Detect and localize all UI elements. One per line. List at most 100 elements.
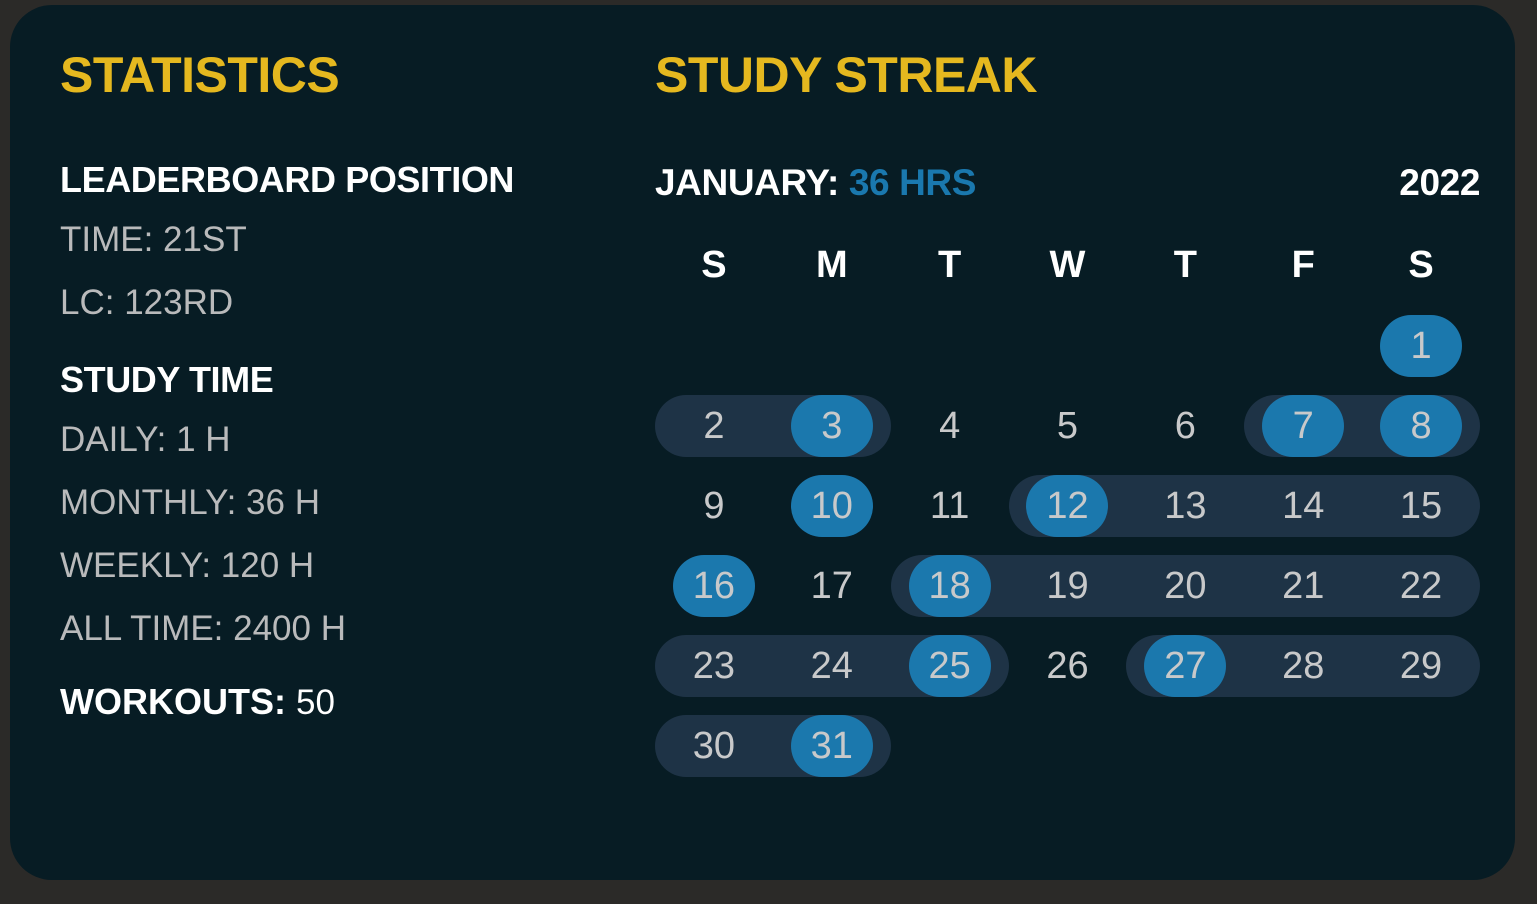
active-day-pill [1026,475,1109,537]
active-day-pill [908,555,991,617]
active-day-pill [1380,315,1463,377]
weekday-saturday: S [1408,244,1434,286]
day-number: 31 [810,725,853,767]
day-number: 19 [1046,565,1089,607]
weekday-monday: M [815,244,848,286]
active-day-pill [1262,395,1345,457]
active-day-pill [1380,395,1463,457]
weekday-tuesday: T [938,244,962,286]
calendar-day-cell[interactable]: 7 [1244,386,1362,466]
calendar-day-cell[interactable]: 20 [1126,546,1244,626]
leaderboard-lc-rank: LC: 123RD [60,283,234,322]
active-day-pill [790,715,873,777]
calendar-day-cell[interactable]: 23 [655,626,773,706]
study-time-monthly: MONTHLY: 36 H [60,483,320,522]
calendar-day-cell[interactable]: 28 [1244,626,1362,706]
calendar-grid[interactable]: 1 2 3 4 5 6 7 8 9 10 11 12 13 14 15 16 17 18 19 20 21 22 23 24 2… [655,306,1480,786]
calendar-day-cell[interactable]: 21 [1244,546,1362,626]
day-number: 3 [821,405,843,447]
active-day-pill [790,395,873,457]
calendar-day-cell[interactable]: 22 [1362,546,1480,626]
calendar-cell-empty [891,306,1009,386]
month-hours: 36 HRS [848,162,977,203]
calendar-day-cell[interactable]: 12 [1009,466,1127,546]
day-number: 26 [1046,645,1089,687]
workouts-value: 50 [295,683,335,722]
calendar-cell-empty [1009,706,1127,786]
calendar-day-cell[interactable]: 15 [1362,466,1480,546]
calendar-day-cell[interactable]: 31 [773,706,891,786]
year-label: 2022 [1399,162,1480,203]
day-number: 17 [810,565,853,607]
day-number: 4 [939,405,961,447]
statistics-panel: STATISTICS LEADERBOARD POSITION TIME: 21… [60,50,620,720]
calendar-day-cell[interactable]: 24 [773,626,891,706]
day-number: 23 [692,645,736,687]
calendar-cell-empty [1009,306,1127,386]
calendar-cell-empty [773,306,891,386]
day-number: 7 [1292,405,1314,447]
weekday-friday: F [1291,244,1315,286]
calendar-day-cell[interactable]: 25 [891,626,1009,706]
calendar-day-cell[interactable]: 5 [1009,386,1127,466]
day-number: 14 [1282,485,1325,527]
month-name: JANUARY: [655,162,839,203]
month-summary: JANUARY: 36 HRS [655,162,976,204]
study-streak-title: STUDY STREAK [655,47,1038,103]
calendar-day-cell[interactable]: 9 [655,466,773,546]
day-number: 24 [810,645,853,687]
calendar-day-cell[interactable]: 1 [1362,306,1480,386]
calendar-cell-empty [1362,706,1480,786]
weekday-header: S M T W T F S [655,246,1480,284]
active-day-pill [908,635,991,697]
calendar-day-cell[interactable]: 17 [773,546,891,626]
calendar-cell-empty [1244,706,1362,786]
active-day-pill [790,475,873,537]
day-number: 2 [703,405,725,447]
calendar-day-cell[interactable]: 27 [1126,626,1244,706]
day-number: 22 [1399,565,1443,607]
weekday-wednesday: W [1049,244,1086,286]
statistics-title: STATISTICS [60,47,340,103]
active-day-pill [672,555,755,617]
day-number: 27 [1164,645,1207,687]
day-number: 13 [1164,485,1207,527]
calendar-day-cell[interactable]: 30 [655,706,773,786]
day-number: 12 [1046,485,1089,527]
day-number: 10 [810,485,853,527]
day-number: 5 [1056,405,1079,447]
calendar-cell-empty [1244,306,1362,386]
calendar-day-cell[interactable]: 2 [655,386,773,466]
weekday-thursday: T [1173,244,1197,286]
calendar-day-cell[interactable]: 13 [1126,466,1244,546]
calendar-cell-empty [891,706,1009,786]
study-time-daily: DAILY: 1 H [60,420,231,459]
calendar-cell-empty [1126,306,1244,386]
day-number: 28 [1282,645,1325,687]
active-day-pill [1144,635,1227,697]
calendar-day-cell[interactable]: 11 [891,466,1009,546]
day-number: 30 [692,725,736,767]
day-number: 21 [1282,565,1325,607]
study-streak-panel: STUDY STREAK JANUARY: 36 HRS 2022 S M T W… [655,50,1480,786]
calendar-day-cell[interactable]: 14 [1244,466,1362,546]
calendar-day-cell[interactable]: 3 [773,386,891,466]
workouts-row: WORKOUTS: 50 [60,683,620,722]
day-number: 25 [928,645,971,687]
leaderboard-time-rank: TIME: 21ST [60,220,247,259]
study-time-heading: STUDY TIME [60,359,274,400]
calendar-day-cell[interactable]: 26 [1009,626,1127,706]
day-number: 11 [929,485,970,527]
calendar-day-cell[interactable]: 29 [1362,626,1480,706]
calendar-day-cell[interactable]: 8 [1362,386,1480,466]
calendar-day-cell[interactable]: 4 [891,386,1009,466]
calendar-day-cell[interactable]: 10 [773,466,891,546]
day-number: 20 [1164,565,1207,607]
calendar-day-cell[interactable]: 19 [1009,546,1127,626]
calendar-day-cell[interactable]: 16 [655,546,773,626]
calendar-day-cell[interactable]: 18 [891,546,1009,626]
day-number: 16 [692,565,736,607]
leaderboard-position-heading: LEADERBOARD POSITION [60,159,515,200]
calendar-day-cell[interactable]: 6 [1126,386,1244,466]
stats-card: STATISTICS LEADERBOARD POSITION TIME: 21… [10,5,1515,880]
